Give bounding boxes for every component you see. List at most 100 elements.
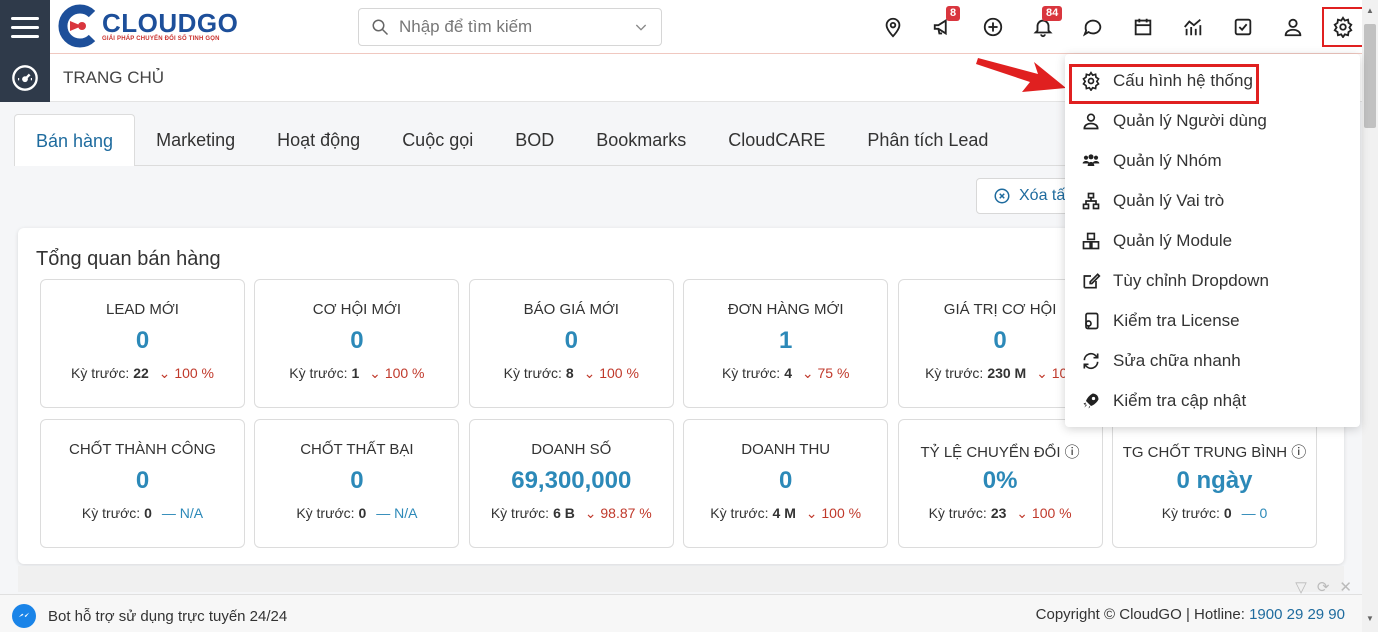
stat-label: CHỐT THẤT BẠI — [300, 441, 414, 458]
stat-label: CHỐT THÀNH CÔNG — [69, 441, 216, 458]
chat-button[interactable] — [1068, 0, 1118, 54]
trend-down-icon: ⌄ — [365, 365, 385, 381]
stat-label: DOANH THU — [741, 441, 831, 458]
stat-tile[interactable]: DOANH THU 0 Kỳ trước: 4 M ⌄ 100 % — [683, 419, 889, 548]
scroll-thumb[interactable] — [1364, 24, 1376, 128]
menu-toggle-button[interactable] — [0, 0, 50, 54]
tab-cuoc-goi[interactable]: Cuộc gọi — [402, 130, 474, 150]
notification-button[interactable]: 84 — [1018, 0, 1068, 54]
tab-marketing[interactable]: Marketing — [156, 130, 236, 150]
user-icon — [1284, 18, 1302, 37]
hierarchy-icon — [1082, 192, 1100, 210]
filter-icon[interactable]: ▽ — [1295, 579, 1307, 596]
trend-down-icon: ⌄ — [1012, 505, 1032, 521]
menu-item-label: Quản lý Vai trò — [1113, 191, 1225, 210]
logo[interactable]: CLOUDGO GIẢI PHÁP CHUYỂN ĐỔI SỐ TINH GỌN — [56, 4, 238, 48]
stat-tile[interactable]: ĐƠN HÀNG MỚI 1 Kỳ trước: 4 ⌄ 75 % — [683, 279, 889, 408]
menu-item-group-management[interactable]: Quản lý Nhóm — [1081, 143, 1222, 179]
close-circle-icon — [994, 188, 1010, 204]
location-icon — [885, 17, 901, 38]
page-scrollbar[interactable]: ▲ ▼ — [1362, 0, 1378, 632]
stat-value: 0 — [135, 327, 150, 354]
menu-item-dropdown-custom[interactable]: Tùy chỉnh Dropdown — [1081, 263, 1269, 299]
dashboard-button[interactable] — [0, 54, 50, 102]
trend-down-icon: ⌄ — [797, 365, 818, 381]
change-value: 75 % — [817, 365, 850, 381]
location-button[interactable] — [868, 0, 918, 54]
report-button[interactable] — [1168, 0, 1218, 54]
tab-cloudcare[interactable]: CloudCARE — [728, 130, 826, 150]
profile-button[interactable] — [1268, 0, 1318, 54]
menu-item-license-check[interactable]: Kiểm tra License — [1081, 303, 1240, 339]
stat-label: GIÁ TRỊ CƠ HỘI — [943, 301, 1057, 318]
chart-icon — [1184, 18, 1202, 36]
menu-item-label: Quản lý Người dùng — [1113, 111, 1267, 130]
stat-label: CƠ HỘI MỚI — [312, 301, 401, 318]
previous-value: 0 — [1223, 505, 1232, 521]
tab-bookmarks[interactable]: Bookmarks — [596, 130, 687, 150]
announcement-button[interactable]: 8 — [918, 0, 968, 54]
menu-item-system-config[interactable]: Cấu hình hệ thống — [1081, 63, 1253, 99]
menu-item-label: Quản lý Module — [1113, 231, 1233, 250]
scroll-up-arrow[interactable]: ▲ — [1366, 6, 1374, 15]
stat-tile[interactable]: TG CHỐT TRUNG BÌNH ⓘ 0 ngày Kỳ trước: 0 — 0 — [1112, 419, 1317, 548]
settings-button[interactable] — [1322, 7, 1364, 47]
info-icon[interactable]: ⓘ — [1060, 444, 1080, 461]
menu-item-quick-repair[interactable]: Sửa chữa nhanh — [1081, 343, 1241, 379]
stat-tile[interactable]: CƠ HỘI MỚI 0 Kỳ trước: 1 ⌄ 100 % — [254, 279, 460, 408]
stat-tile[interactable]: CHỐT THẤT BẠI 0 Kỳ trước: 0 — N/A — [254, 419, 460, 548]
stat-tile[interactable]: TỶ LỆ CHUYỂN ĐỔI ⓘ 0% Kỳ trước: 23 ⌄ 100 % — [897, 419, 1103, 548]
menu-item-update-check[interactable]: Kiểm tra cập nhật — [1081, 383, 1246, 419]
tab-hoat-dong[interactable]: Hoạt động — [277, 130, 361, 150]
change-value: 100 % — [599, 365, 639, 381]
copyright: Copyright © CloudGO | Hotline: 1900 29 2… — [1036, 606, 1345, 623]
change-value: N/A — [394, 505, 418, 521]
stat-tile[interactable]: LEAD MỚI 0 Kỳ trước: 22 ⌄ 100 % — [40, 279, 245, 408]
task-button[interactable] — [1218, 0, 1268, 54]
close-icon[interactable]: ✕ — [1339, 579, 1352, 596]
hamburger-line — [11, 16, 39, 20]
calendar-button[interactable] — [1118, 0, 1168, 54]
rocket-icon — [1083, 393, 1099, 409]
previous-value: 230 M — [987, 365, 1027, 381]
stat-previous: Kỳ trước: 4 M ⌄ 100 % — [684, 505, 887, 522]
change-value: 100 % — [821, 505, 862, 521]
menu-item-role-management[interactable]: Quản lý Vai trò — [1081, 183, 1224, 219]
annotation-arrow — [976, 58, 1066, 92]
search-box[interactable] — [358, 8, 662, 46]
previous-value: 1 — [351, 365, 360, 381]
info-icon[interactable]: ⓘ — [1287, 444, 1307, 461]
scroll-down-arrow[interactable]: ▼ — [1366, 614, 1374, 623]
edit-icon — [1083, 273, 1101, 289]
refresh-icon[interactable]: ⟳ — [1316, 579, 1330, 596]
speedometer-icon — [12, 65, 38, 91]
chevron-down-icon[interactable] — [633, 19, 649, 35]
stat-value: 0 — [993, 327, 1007, 354]
next-widget-header — [18, 566, 1344, 592]
stat-previous: Kỳ trước: 6 B ⌄ 98.87 % — [470, 505, 673, 522]
menu-item-module-management[interactable]: Quản lý Module — [1081, 223, 1232, 259]
group-icon — [1082, 154, 1100, 166]
tab-bod[interactable]: BOD — [515, 130, 555, 150]
menu-item-user-management[interactable]: Quản lý Người dùng — [1081, 103, 1267, 139]
previous-value: 8 — [565, 365, 574, 381]
stat-tile[interactable]: CHỐT THÀNH CÔNG 0 Kỳ trước: 0 — N/A — [40, 419, 245, 548]
tab-phan-tich-lead[interactable]: Phân tích Lead — [867, 130, 989, 150]
chat-bot-link[interactable]: Bot hỗ trợ sử dụng trực tuyến 24/24 — [12, 604, 287, 628]
stat-previous: Kỳ trước: 0 — 0 — [1113, 505, 1316, 521]
stat-previous: Kỳ trước: 8 ⌄ 100 % — [470, 365, 673, 382]
plus-circle-icon — [983, 17, 1003, 37]
widget-title: Tổng quan bán hàng — [36, 248, 221, 270]
tab-ban-hang[interactable]: Bán hàng — [14, 114, 136, 166]
previous-label: Kỳ trước: — [490, 505, 550, 521]
announcement-badge: 8 — [946, 6, 961, 21]
hotline-number[interactable]: 1900 29 29 90 — [1249, 606, 1345, 623]
logo-mark-icon — [56, 4, 100, 48]
logo-name: CLOUDGO — [102, 8, 239, 38]
stat-tile[interactable]: DOANH SỐ 69,300,000 Kỳ trước: 6 B ⌄ 98.87 % — [468, 419, 674, 548]
search-input[interactable] — [399, 17, 633, 37]
boxes-icon — [1082, 232, 1100, 250]
user-icon — [1083, 113, 1099, 130]
stat-tile[interactable]: BÁO GIÁ MỚI 0 Kỳ trước: 8 ⌄ 100 % — [468, 279, 674, 408]
quick-create-button[interactable] — [968, 0, 1018, 54]
